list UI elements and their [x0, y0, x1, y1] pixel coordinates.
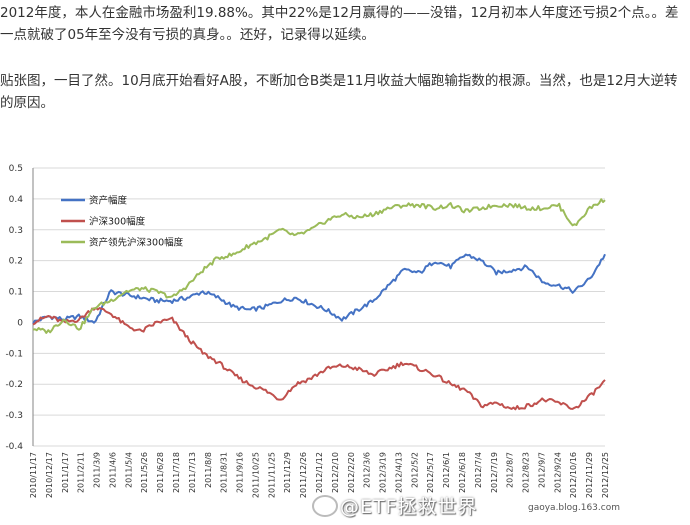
x-tick-label: 2010/12/17 [45, 452, 54, 498]
chart-svg: 0.5 0.4 0.3 0.2 0.1 0 -0.1 -0.2 -0.3 -0.4 2010/11… [5, 164, 610, 498]
article-paragraph-2: 贴张图，一目了然。10月底开始看好A股，不断加仓B类是11月收益大幅跑输指数的根… [0, 73, 678, 111]
x-tick-label: 2011/7/18 [172, 452, 181, 493]
y-tick-label: 0.5 [9, 164, 23, 174]
legend-label: 沪深300幅度 [89, 216, 146, 228]
x-tick-label: 2012/11/29 [585, 452, 594, 498]
x-tick-label: 2012/7/19 [490, 452, 499, 493]
x-tick-label: 2011/9/16 [236, 452, 245, 493]
x-tick-label: 2011/11/25 [267, 452, 276, 498]
x-tick-label: 2012/4/13 [394, 452, 403, 493]
y-tick-label: 0.3 [9, 226, 23, 236]
x-tick-label: 2012/12/25 [601, 452, 610, 498]
x-tick-label: 2011/4/6 [108, 452, 117, 488]
x-tick-label: 2012/8/7 [506, 452, 515, 488]
x-tick-label: 2012/3/19 [379, 452, 388, 493]
x-tick-label: 2011/8/8 [204, 452, 213, 488]
x-tick-label: 2012/3/6 [363, 452, 372, 488]
x-tick-label: 2011/7/13 [188, 452, 197, 493]
watermark-text: @ETF拯救世界 [340, 496, 478, 518]
x-tick-label: 2011/8/31 [220, 452, 229, 493]
x-tick-label: 2010/11/17 [29, 452, 38, 498]
chart-y-axis: 0.5 0.4 0.3 0.2 0.1 0 -0.1 -0.2 -0.3 -0.4 [5, 164, 23, 452]
x-tick-label: 2011/2/11 [77, 452, 86, 493]
x-tick-label: 2011/5/4 [124, 452, 133, 488]
x-tick-label: 2011/12/26 [299, 452, 308, 498]
chart-series [32, 198, 606, 411]
article-paragraph-1: 2012年度，本人在金融市场盈利19.88%。其中22%是12月赢得的——没错，… [0, 5, 679, 43]
x-tick-label: 2012/6/18 [458, 452, 467, 493]
x-tick-label: 2012/1/12 [315, 452, 324, 493]
x-tick-label: 2012/9/24 [553, 452, 562, 493]
x-tick-label: 2012/8/23 [522, 452, 531, 493]
x-tick-label: 2012/2/10 [331, 452, 340, 493]
x-tick-label: 2012/5/2 [410, 452, 419, 488]
series-line-2 [32, 306, 606, 411]
x-tick-label: 2012/2/20 [347, 452, 356, 493]
x-tick-label: 2011/10/25 [251, 452, 260, 498]
y-tick-label: 0 [17, 318, 23, 328]
x-tick-label: 2012/10/16 [569, 452, 578, 498]
legend-label: 资产幅度 [89, 195, 128, 207]
x-tick-label: 2012/6/1 [442, 452, 451, 488]
weibo-logo-icon [312, 495, 338, 517]
y-tick-label: 0.2 [9, 257, 23, 267]
watermark-site: gaoya.blog.163.com [528, 503, 620, 513]
series-line-3 [32, 198, 606, 334]
x-tick-label: 2012/9/7 [537, 452, 546, 488]
x-tick-label: 2011/3/9 [93, 452, 102, 488]
series-line-1 [32, 253, 606, 325]
x-tick-label: 2011/5/26 [140, 452, 149, 493]
legend-label: 资产领先沪深300幅度 [89, 237, 184, 249]
watermark: @ETF拯救世界 [312, 492, 552, 522]
y-tick-label: -0.1 [5, 349, 23, 359]
y-tick-label: -0.2 [5, 380, 23, 390]
chart-x-axis: 2010/11/17 2010/12/17 2011/1/17 2011/2/11 20… [29, 452, 610, 498]
x-tick-label: 2011/6/28 [156, 452, 165, 493]
y-tick-label: -0.3 [5, 411, 23, 421]
y-tick-label: 0.1 [9, 288, 23, 298]
x-tick-label: 2012/5/17 [426, 452, 435, 493]
performance-chart: 0.5 0.4 0.3 0.2 0.1 0 -0.1 -0.2 -0.3 -0.4 2010/11… [5, 158, 612, 520]
x-tick-label: 2011/12/9 [283, 452, 292, 493]
x-tick-label: 2012/7/4 [474, 452, 483, 488]
y-tick-label: 0.4 [9, 195, 24, 205]
x-tick-label: 2011/1/17 [61, 452, 70, 493]
y-tick-label: -0.4 [5, 442, 23, 452]
chart-gridlines [32, 167, 605, 447]
